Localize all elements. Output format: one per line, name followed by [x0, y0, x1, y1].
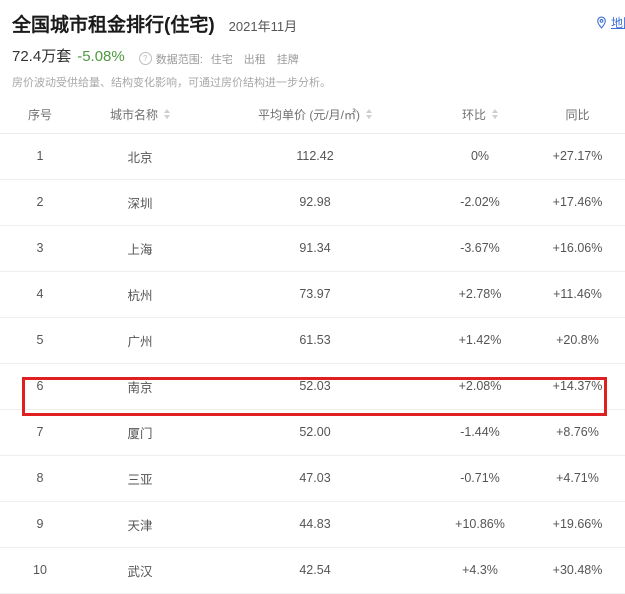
stats-row: 72.4万套 -5.08% ? 数据范围: 住宅 出租 挂牌	[12, 45, 613, 67]
column-header-mom-label: 环比	[461, 107, 486, 122]
cell-index: 10	[0, 547, 80, 594]
cell-mom: +4.3%	[430, 547, 530, 594]
cell-price: 44.83	[200, 501, 430, 548]
cell-index: 2	[0, 179, 80, 226]
column-header-index-label: 序号	[27, 107, 52, 122]
cell-price: 92.98	[200, 179, 430, 226]
sort-arrows-icon[interactable]	[366, 109, 372, 119]
column-header-mom[interactable]: 环比	[430, 99, 530, 134]
cell-city: 杭州	[80, 271, 200, 318]
column-header-yoy: 同比	[530, 99, 625, 134]
cell-price: 112.42	[200, 133, 430, 180]
info-icon[interactable]: ?	[138, 52, 152, 65]
cell-yoy: +11.46%	[530, 271, 625, 318]
table-header-row: 序号 城市名称 平均单价 (元/月/㎡)	[0, 99, 625, 134]
cell-city: 天津	[80, 501, 200, 548]
cell-yoy: +4.71%	[530, 455, 625, 502]
cell-price: 52.00	[200, 409, 430, 456]
cell-price: 42.54	[200, 547, 430, 594]
cell-yoy: +14.37%	[530, 363, 625, 410]
cell-city: 北京	[80, 133, 200, 180]
cell-index: 6	[0, 363, 80, 410]
cell-yoy: +17.46%	[530, 179, 625, 226]
table-body: 1 北京 112.42 0% +27.17% 2 深圳 92.98 -2.02% +17.46% 3…	[0, 133, 625, 594]
cell-price: 52.03	[200, 363, 430, 410]
cell-index: 8	[0, 455, 80, 502]
cell-city: 厦门	[80, 409, 200, 456]
table-row[interactable]: 5 广州 61.53 +1.42% +20.8%	[0, 317, 625, 364]
scope-tag-residential[interactable]: 住宅	[210, 53, 233, 66]
cell-city: 武汉	[80, 547, 200, 594]
title-row: 全国城市租金排行(住宅) 2021年11月	[12, 10, 613, 37]
report-period: 2021年11月	[228, 19, 298, 34]
scope-tag-rent[interactable]: 出租	[243, 53, 266, 66]
cell-price: 47.03	[200, 455, 430, 502]
cell-yoy: +8.76%	[530, 409, 625, 456]
page-header: 全国城市租金排行(住宅) 2021年11月 地图 72.4万套 -5.08% ?…	[0, 0, 625, 90]
cell-city: 上海	[80, 225, 200, 272]
cell-yoy: +27.17%	[530, 133, 625, 180]
table-row[interactable]: 3 上海 91.34 -3.67% +16.06%	[0, 225, 625, 272]
cell-index: 9	[0, 501, 80, 548]
cell-mom: -1.44%	[430, 409, 530, 456]
map-pin-icon	[595, 16, 608, 29]
column-header-city-label: 城市名称	[109, 107, 158, 122]
data-scope-group: ? 数据范围: 住宅 出租 挂牌	[138, 51, 310, 67]
cell-mom: -2.02%	[430, 179, 530, 226]
cell-index: 1	[0, 133, 80, 180]
cell-price: 91.34	[200, 225, 430, 272]
cell-mom: -0.71%	[430, 455, 530, 502]
sort-arrows-icon[interactable]	[164, 109, 170, 119]
cell-index: 7	[0, 409, 80, 456]
column-header-yoy-label: 同比	[565, 107, 590, 122]
table-row[interactable]: 2 深圳 92.98 -2.02% +17.46%	[0, 179, 625, 226]
table-row[interactable]: 7 厦门 52.00 -1.44% +8.76%	[0, 409, 625, 456]
column-header-city[interactable]: 城市名称	[80, 99, 200, 134]
cell-mom: +2.78%	[430, 271, 530, 318]
cell-mom: +2.08%	[430, 363, 530, 410]
column-header-price[interactable]: 平均单价 (元/月/㎡)	[200, 99, 430, 134]
cell-yoy: +20.8%	[530, 317, 625, 364]
cell-yoy: +19.66%	[530, 501, 625, 548]
page-title: 全国城市租金排行(住宅)	[12, 15, 215, 36]
cell-index: 4	[0, 271, 80, 318]
table-row[interactable]: 10 武汉 42.54 +4.3% +30.48%	[0, 547, 625, 594]
column-header-price-label: 平均单价 (元/月/㎡)	[258, 107, 360, 122]
table-row[interactable]: 8 三亚 47.03 -0.71% +4.71%	[0, 455, 625, 502]
cell-index: 3	[0, 225, 80, 272]
cell-index: 5	[0, 317, 80, 364]
cell-city: 广州	[80, 317, 200, 364]
map-link[interactable]: 地图	[595, 14, 625, 31]
cell-city: 三亚	[80, 455, 200, 502]
cell-mom: 0%	[430, 133, 530, 180]
listing-count: 72.4万套	[12, 48, 72, 65]
table-row[interactable]: 6 南京 52.03 +2.08% +14.37%	[0, 363, 625, 410]
cell-yoy: +16.06%	[530, 225, 625, 272]
ranking-table-wrapper: 序号 城市名称 平均单价 (元/月/㎡)	[0, 99, 625, 594]
cell-price: 61.53	[200, 317, 430, 364]
cell-price: 73.97	[200, 271, 430, 318]
cell-mom: -3.67%	[430, 225, 530, 272]
data-scope-label: 数据范围:	[155, 53, 203, 66]
cell-mom: +1.42%	[430, 317, 530, 364]
data-note: 房价波动受供给量、结构变化影响，可通过房价结构进一步分析。	[12, 76, 331, 89]
scope-tag-listed[interactable]: 挂牌	[276, 53, 299, 66]
cell-mom: +10.86%	[430, 501, 530, 548]
table-row[interactable]: 9 天津 44.83 +10.86% +19.66%	[0, 501, 625, 548]
column-header-index: 序号	[0, 99, 80, 134]
map-link-label: 地图	[611, 16, 625, 30]
table-row[interactable]: 4 杭州 73.97 +2.78% +11.46%	[0, 271, 625, 318]
table-head: 序号 城市名称 平均单价 (元/月/㎡)	[0, 99, 625, 134]
table-row[interactable]: 1 北京 112.42 0% +27.17%	[0, 133, 625, 180]
listing-change: -5.08%	[77, 48, 125, 65]
cell-city: 深圳	[80, 179, 200, 226]
cell-yoy: +30.48%	[530, 547, 625, 594]
sort-arrows-icon[interactable]	[492, 109, 498, 119]
cell-city: 南京	[80, 363, 200, 410]
ranking-table: 序号 城市名称 平均单价 (元/月/㎡)	[0, 99, 625, 594]
